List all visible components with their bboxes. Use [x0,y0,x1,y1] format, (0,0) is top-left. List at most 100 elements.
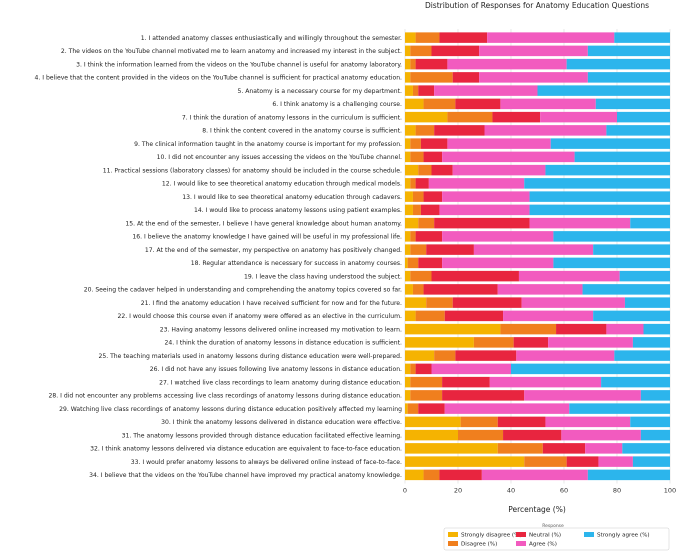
bar-segment [624,297,670,308]
bar-segment [593,244,670,255]
category-label: 11. Practical sessions (laboratory class… [103,167,402,174]
legend-label: Strongly disagree (%) [461,533,522,539]
bar-segment [405,284,413,295]
x-tick-label: 60 [560,487,568,495]
bar-segment [410,151,424,163]
bar-segment [405,416,461,428]
bar-segment [423,284,498,295]
category-label: 13. I would like to see theoretical anat… [182,194,402,201]
bar-segment [545,416,631,428]
bar-segment [524,390,641,401]
bar-segment [455,350,517,361]
bar-segment [405,151,411,163]
bar-segment [518,270,620,282]
bar-segment [481,469,588,481]
category-label: 29. Watching live class recordings of an… [59,406,402,413]
bar-segment [442,191,530,202]
bar-segment [497,284,583,295]
bar-segment [606,323,644,335]
bar-segment [643,323,670,335]
bar-segment [587,469,670,481]
bar-segment [553,231,670,242]
category-label: 2. The videos on the YouTube channel mot… [61,48,402,55]
bar-segment [479,45,588,57]
bar-segment [434,125,485,136]
bar-segment [405,443,498,454]
category-label: 17. At the end of the semester, my persp… [145,247,402,254]
bar-segment [434,350,456,361]
bar-segment [405,363,411,375]
category-label: 6. I think anatomy is a challenging cour… [272,101,402,108]
legend-label: Strongly agree (%) [597,533,650,539]
category-label: 3. I think the information learned from … [76,61,402,68]
bar-segment [431,270,519,282]
bar-segment [622,443,670,454]
bar-segment [405,191,413,202]
bar-segment [405,32,416,43]
bar-segment [415,125,435,136]
bar-segment [405,456,525,467]
bar-segment [640,429,670,441]
bar-segment [537,85,670,96]
category-label: 12. I would like to see theoretical anat… [162,181,402,188]
bar-segment [405,178,411,189]
bar-segment [407,257,419,269]
bar-segment [511,363,670,375]
bar-segment [405,204,413,216]
bar-segment [497,416,546,428]
bar-segment [574,151,670,163]
bar-segment [640,390,670,401]
bar-segment [405,403,408,414]
bar-segment [593,310,670,322]
bar-segment [452,164,546,176]
bar-segment [587,45,670,57]
legend-swatch [516,532,526,537]
bar-segment [444,310,504,322]
bar-segment [423,191,443,202]
bar-segment [569,403,670,414]
bar-segment [439,469,482,481]
bar-segment [553,257,670,269]
bar-segment [405,390,411,401]
bar-segment [542,443,586,454]
bar-segment [410,72,453,83]
bar-segment [585,443,623,454]
bar-segment [452,297,522,308]
bar-segment [529,204,670,216]
bar-segment [561,429,641,441]
bar-segment [420,204,440,216]
bar-segment [410,270,432,282]
bar-segment [405,244,411,255]
legend-swatch [448,541,458,546]
bar-segment [455,98,501,110]
bar-segment [410,244,427,255]
legend-title: Response [542,523,564,529]
bar-segment [524,178,670,189]
bar-segment [503,310,594,322]
bar-segment [415,310,445,322]
bar-segment [410,231,416,242]
bar-segment [619,270,670,282]
bar-segment [442,257,554,269]
legend-label: Agree (%) [529,542,557,548]
x-tick-label: 80 [613,487,621,495]
bar-segment [428,178,525,189]
x-tick-label: 100 [664,487,676,495]
bar-segment [442,231,554,242]
bar-segment [405,376,411,388]
bar-segment [614,350,670,361]
bar-segment [407,403,419,414]
bar-segment [405,58,411,70]
bar-segment [632,337,670,348]
category-label: 15. At the end of the semester, I believ… [125,220,402,227]
bar-segment [405,337,474,348]
bar-segment [423,469,440,481]
bar-segment [540,111,617,123]
bar-segment [418,85,435,96]
bar-segment [529,191,670,202]
bar-segment [410,138,421,149]
bar-segment [484,125,607,136]
category-label: 8. I think the content covered in the an… [202,128,402,135]
category-label: 18. Regular attendance is necessary for … [191,260,402,267]
